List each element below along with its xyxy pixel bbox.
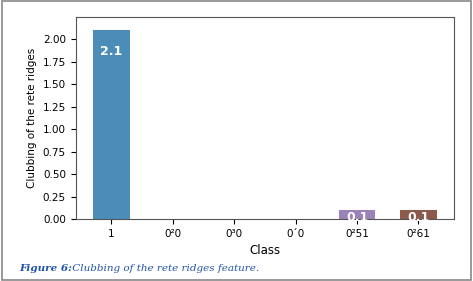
Text: 0.1: 0.1 (346, 211, 368, 224)
Text: Figure 6:: Figure 6: (19, 264, 72, 273)
Y-axis label: Clubbing of the rete ridges: Clubbing of the rete ridges (27, 48, 37, 188)
Text: Clubbing of the rete ridges feature.: Clubbing of the rete ridges feature. (69, 264, 259, 273)
Text: 2.1: 2.1 (100, 46, 123, 58)
Text: 0.1: 0.1 (407, 211, 429, 224)
X-axis label: Class: Class (249, 244, 280, 257)
Bar (400, 210, 437, 219)
Bar (339, 210, 376, 219)
Bar (93, 30, 130, 219)
